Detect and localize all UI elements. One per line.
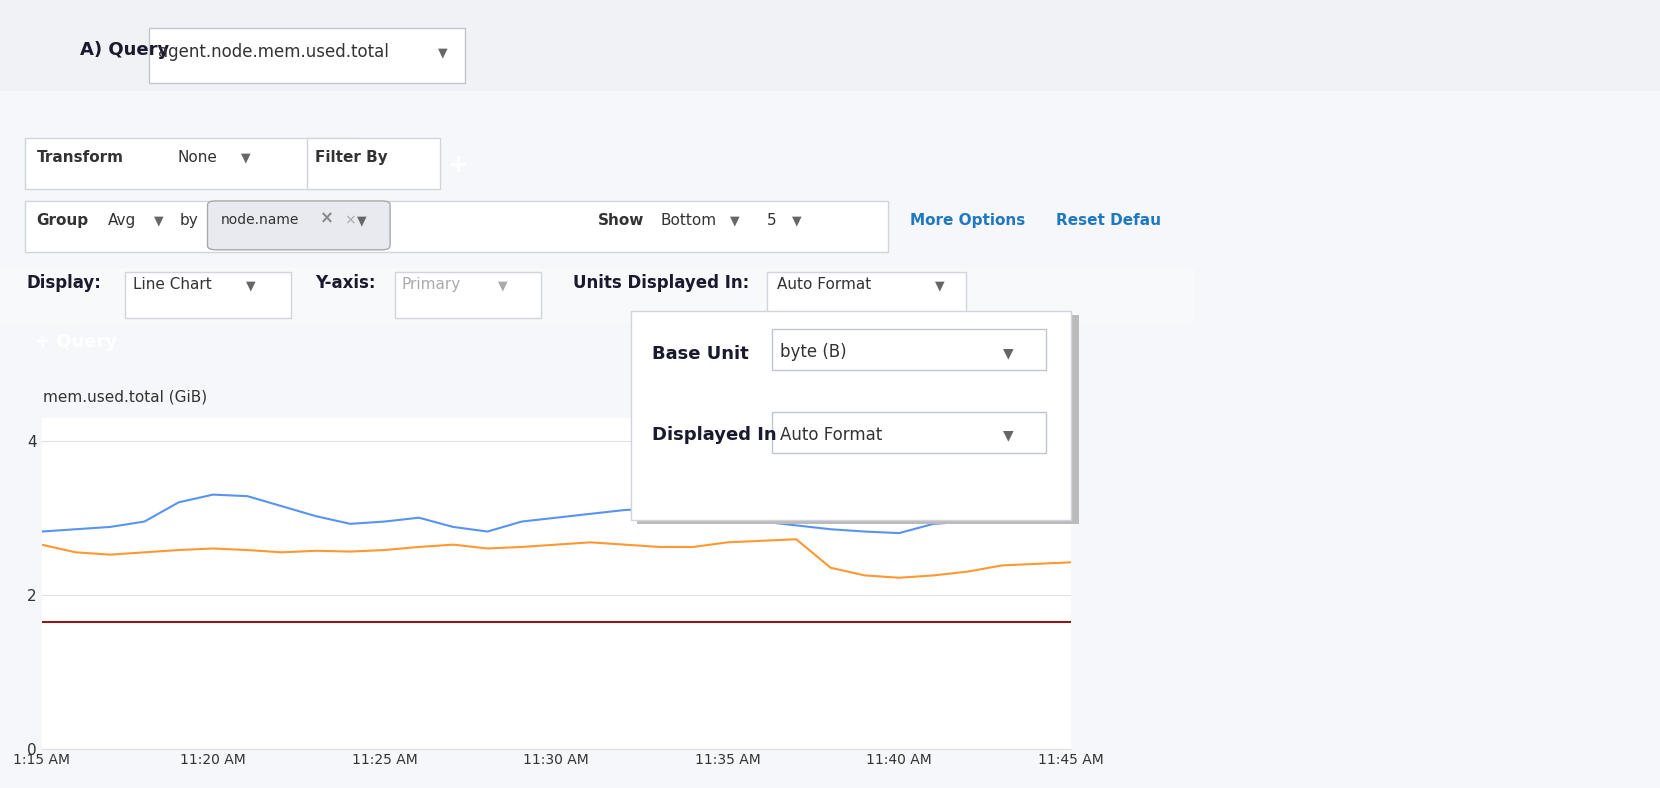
Text: ▼: ▼ <box>154 214 164 228</box>
Text: Y-axis:: Y-axis: <box>315 273 375 292</box>
Text: ✓: ✓ <box>42 46 58 65</box>
Text: Group: Group <box>37 213 88 228</box>
Text: Auto Format: Auto Format <box>777 277 872 292</box>
Text: Bottom: Bottom <box>661 213 717 228</box>
Text: ▼: ▼ <box>935 279 945 292</box>
Text: More Options: More Options <box>910 213 1024 228</box>
Text: ▼: ▼ <box>241 151 251 165</box>
Text: agent.node.mem.used.total: agent.node.mem.used.total <box>158 43 388 61</box>
Text: Avg: Avg <box>108 213 136 228</box>
Text: ▼: ▼ <box>1003 346 1013 360</box>
Text: Transform: Transform <box>37 150 123 165</box>
Text: Displayed In: Displayed In <box>652 426 777 444</box>
Text: Base Unit: Base Unit <box>652 344 749 362</box>
Text: Display:: Display: <box>27 273 101 292</box>
Text: Reset Defau: Reset Defau <box>1056 213 1160 228</box>
Text: ▼: ▼ <box>792 214 802 228</box>
Text: A) Query: A) Query <box>80 41 169 59</box>
Text: ×: × <box>320 210 334 228</box>
Text: i: i <box>274 156 281 173</box>
Text: Auto Format: Auto Format <box>780 426 883 444</box>
Text: Primary: Primary <box>402 277 461 292</box>
Text: 5: 5 <box>767 213 777 228</box>
Text: ▼: ▼ <box>246 279 256 292</box>
Circle shape <box>261 148 294 181</box>
Text: Filter By: Filter By <box>315 150 388 165</box>
Text: +: + <box>448 153 468 177</box>
Text: byte (B): byte (B) <box>780 343 847 361</box>
Text: ▼: ▼ <box>730 214 740 228</box>
Text: Units Displayed In:: Units Displayed In: <box>573 273 749 292</box>
Text: None: None <box>178 150 217 165</box>
Text: mem.used.total (GiB): mem.used.total (GiB) <box>43 390 208 405</box>
Text: Line Chart: Line Chart <box>133 277 211 292</box>
Text: + Query: + Query <box>35 333 118 351</box>
Text: Show: Show <box>598 213 644 228</box>
Text: node.name: node.name <box>221 213 299 227</box>
Text: ▼: ▼ <box>357 214 367 228</box>
Text: by: by <box>179 213 198 228</box>
Text: ▼: ▼ <box>438 46 448 60</box>
Text: ▼: ▼ <box>498 279 508 292</box>
Text: ▼: ▼ <box>1003 429 1013 443</box>
Text: ×: × <box>344 214 355 228</box>
